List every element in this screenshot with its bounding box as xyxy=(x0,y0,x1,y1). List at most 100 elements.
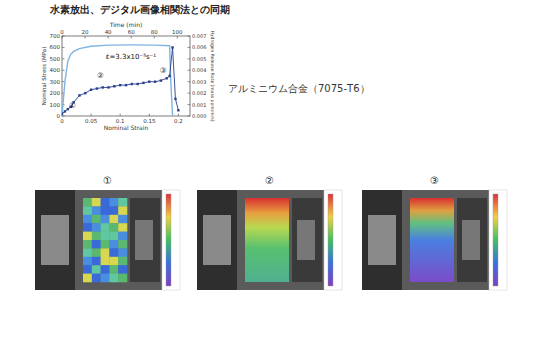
strain-map-cell xyxy=(118,274,127,283)
strain-map-cell xyxy=(118,232,127,241)
time-tick xyxy=(85,36,86,39)
y2-tick xyxy=(188,104,191,105)
x-tick xyxy=(149,114,150,117)
series-marker xyxy=(131,83,133,85)
strain-map-cell xyxy=(101,248,110,257)
grip-pin xyxy=(368,215,396,265)
y2-tick-label: 0.005 xyxy=(192,56,206,62)
page: 水素放出、デジタル画像相関法との同期00.050.10.150.2Nominal… xyxy=(0,0,540,350)
chart: 00.050.10.150.2Nominal Strain01002003004… xyxy=(41,21,215,131)
strain-map-cell xyxy=(118,240,127,249)
strain-map xyxy=(410,198,454,282)
strain-map-cell xyxy=(83,248,92,257)
color-bar xyxy=(493,194,498,286)
strain-map-cell xyxy=(101,232,110,241)
y2-tick xyxy=(188,36,191,37)
series-marker xyxy=(96,87,98,89)
color-bar-frame xyxy=(489,190,507,290)
grip xyxy=(362,190,402,290)
strain-map-cell xyxy=(118,215,127,224)
strain-map-cell xyxy=(92,198,101,207)
strain-map-cell xyxy=(92,206,101,215)
dic-image-label: ③ xyxy=(430,175,439,186)
y-axis-label: Nominal Stress (MPa) xyxy=(41,47,47,106)
strain-map-cell xyxy=(92,232,101,241)
time-tick xyxy=(154,36,155,39)
y2-tick xyxy=(188,58,191,59)
strain-map-cell xyxy=(83,223,92,232)
y-tick xyxy=(62,36,65,37)
y2-tick xyxy=(188,81,191,82)
strain-map-cell xyxy=(101,198,110,207)
series-marker xyxy=(177,109,179,111)
strain-map-cell xyxy=(83,240,92,249)
time-tick xyxy=(177,36,178,39)
grip xyxy=(130,198,160,282)
grip-pin xyxy=(297,220,315,260)
series-marker xyxy=(90,89,92,91)
y-tick-label: 300 xyxy=(50,79,61,85)
y2-tick-label: 0.002 xyxy=(192,90,206,96)
strain-map-cell xyxy=(83,198,92,207)
color-bar-frame xyxy=(324,190,342,290)
strain-map-cell xyxy=(109,240,118,249)
x-axis-label: Nominal Strain xyxy=(104,124,149,131)
strain-map-cell xyxy=(109,265,118,274)
time-tick-label: 60 xyxy=(128,29,135,35)
series-marker xyxy=(174,98,176,100)
strain-map-cell xyxy=(118,265,127,274)
strain-map-cell xyxy=(109,274,118,283)
strain-map-cell xyxy=(101,265,110,274)
strain-map-cell xyxy=(83,215,92,224)
strain-map-cell xyxy=(92,265,101,274)
time-tick xyxy=(131,36,132,39)
grip xyxy=(197,190,237,290)
time-axis-label: Time (min) xyxy=(109,21,143,28)
strain-map-cell xyxy=(83,274,92,283)
plot-area xyxy=(62,45,180,116)
series-marker xyxy=(107,86,109,88)
background xyxy=(0,0,540,350)
photo-background xyxy=(362,190,489,290)
y2-tick xyxy=(188,93,191,94)
color-bar xyxy=(328,194,333,286)
series-marker xyxy=(136,83,138,85)
strain-map-cell xyxy=(109,223,118,232)
x-tick-label: 0.2 xyxy=(174,118,183,124)
strain-map-cell xyxy=(92,274,101,283)
grip xyxy=(35,190,75,290)
strain-map-cell xyxy=(92,257,101,266)
y2-tick xyxy=(188,70,191,71)
color-bar-frame xyxy=(162,190,180,290)
strain-map-cell xyxy=(118,248,127,257)
time-tick-label: 100 xyxy=(172,29,183,35)
y2-tick-label: 0.006 xyxy=(192,44,206,50)
series-marker xyxy=(78,94,80,96)
strain-map-cell xyxy=(83,265,92,274)
series-marker xyxy=(84,92,86,94)
x-tick xyxy=(120,114,121,117)
series-marker xyxy=(142,82,144,84)
time-tick-label: 80 xyxy=(151,29,158,35)
grip xyxy=(457,198,487,282)
y-tick-label: 200 xyxy=(50,90,61,96)
photo-background xyxy=(35,190,162,290)
strain-map xyxy=(245,198,289,282)
y2-tick xyxy=(188,47,191,48)
x-tick-label: 0 xyxy=(60,118,64,124)
y2-tick xyxy=(188,116,191,117)
strain-map-cell xyxy=(83,206,92,215)
annotation: ① xyxy=(69,101,76,110)
grip-pin xyxy=(462,220,480,260)
series-marker xyxy=(125,84,127,86)
series-marker xyxy=(171,46,173,48)
y2-tick-label: 0.004 xyxy=(192,67,206,73)
plot-frame xyxy=(62,36,190,116)
strain-map-cell xyxy=(118,223,127,232)
strain-map-cell xyxy=(101,206,110,215)
series-line xyxy=(62,47,178,113)
y-tick-label: 400 xyxy=(50,67,61,73)
grip-pin xyxy=(41,215,69,265)
grip-pin xyxy=(203,215,231,265)
strain-map-cell xyxy=(101,240,110,249)
